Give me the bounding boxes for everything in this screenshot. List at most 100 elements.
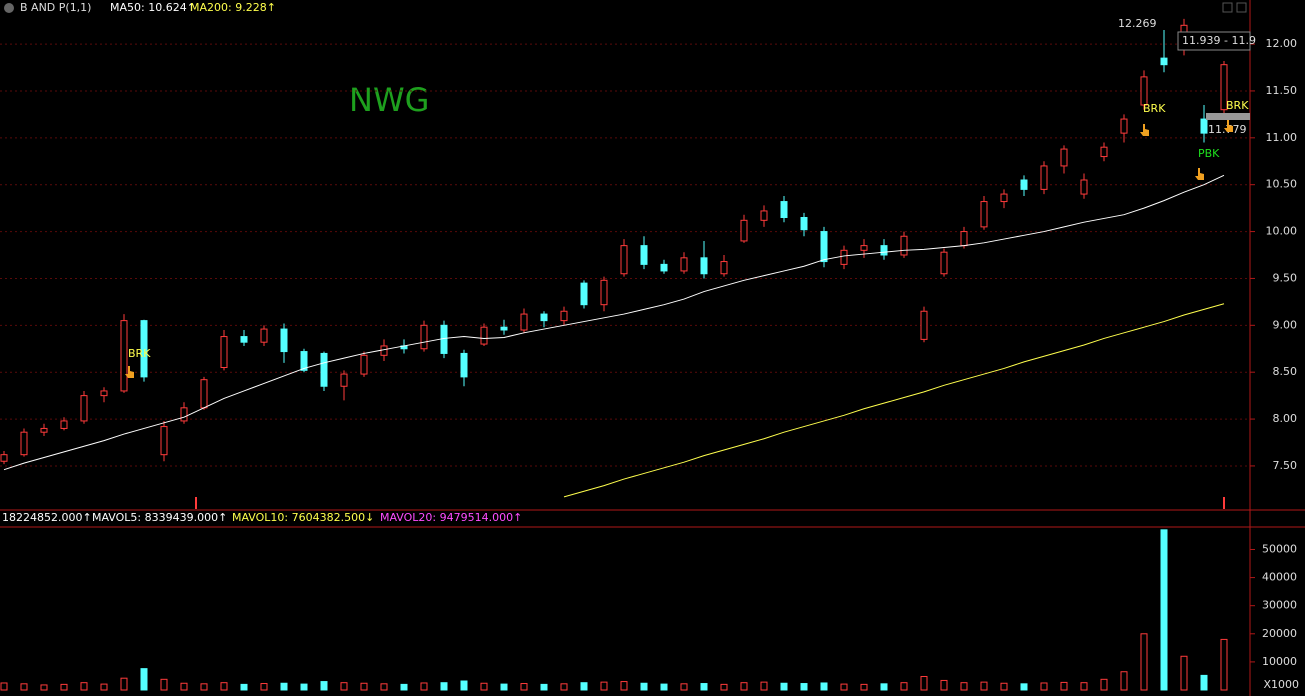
volume-bar xyxy=(920,676,928,691)
candle-body xyxy=(20,431,28,456)
annotation: PBK xyxy=(1198,147,1220,160)
volume-bar xyxy=(880,683,888,691)
price-box xyxy=(1177,31,1251,51)
hand-icon xyxy=(1224,120,1233,132)
volume-bar xyxy=(960,682,968,691)
volume-bar xyxy=(1020,683,1028,691)
volume-bar xyxy=(640,682,648,691)
volume-bar xyxy=(1200,674,1208,691)
candle-body xyxy=(740,219,748,242)
volume-bar xyxy=(520,683,528,691)
candle-body xyxy=(680,257,688,272)
volume-bar xyxy=(580,682,588,691)
candle-body xyxy=(560,310,568,322)
candle-body xyxy=(1140,76,1148,106)
candle-body xyxy=(420,324,428,350)
y-tick-label: 10.00 xyxy=(1266,225,1298,238)
volume-bar xyxy=(1080,682,1088,691)
legend-text: MAVOL20: 9479514.000↑ xyxy=(380,511,522,524)
candle-body xyxy=(900,235,908,256)
volume-bar xyxy=(440,682,448,691)
annotation: 12.269 xyxy=(1118,17,1157,30)
volume-bar xyxy=(800,683,808,691)
annotation: BRK xyxy=(1143,102,1166,115)
y-tick-label: 12.00 xyxy=(1266,37,1298,50)
legend-text: MA200: 9.228↑ xyxy=(190,1,276,14)
window-button[interactable] xyxy=(1222,2,1233,13)
volume-bar xyxy=(940,679,948,691)
y-tick-label: 20000 xyxy=(1262,627,1297,640)
candle-body xyxy=(440,324,448,354)
candle-body xyxy=(1120,118,1128,134)
candle-body xyxy=(580,282,588,306)
y-tick-label: 9.50 xyxy=(1273,271,1298,284)
y-tick-label: 10.50 xyxy=(1266,178,1298,191)
volume-bar xyxy=(760,681,768,691)
candle-body xyxy=(140,320,148,378)
candle-body xyxy=(1220,64,1228,111)
candle-body xyxy=(1200,118,1208,134)
candle-body xyxy=(660,263,668,272)
volume-bar xyxy=(1160,529,1168,691)
y-tick-label: 8.50 xyxy=(1273,365,1298,378)
volume-bar xyxy=(540,683,548,691)
volume-bar xyxy=(160,678,168,691)
candle-body xyxy=(120,320,128,392)
legend-text: MAVOL10: 7604382.500↓ xyxy=(232,511,374,524)
volume-bar xyxy=(1060,681,1068,691)
volume-bar xyxy=(200,683,208,691)
menu-icon[interactable] xyxy=(4,3,14,13)
candle-body xyxy=(780,201,788,218)
volume-bar xyxy=(220,682,228,691)
legend-text: MAVOL5: 8339439.000↑ xyxy=(92,511,227,524)
volume-bar xyxy=(600,681,608,691)
volume-bar xyxy=(300,683,308,691)
y-tick-label: 40000 xyxy=(1262,571,1297,584)
volume-bar xyxy=(980,681,988,691)
volume-bar xyxy=(780,682,788,691)
candle-body xyxy=(1060,148,1068,167)
volume-bar xyxy=(280,682,288,691)
candle-body xyxy=(460,352,468,378)
volume-bar xyxy=(320,681,328,691)
volume-bar xyxy=(80,682,88,691)
candle-body xyxy=(640,245,648,265)
ma-line xyxy=(563,303,1225,498)
volume-bar xyxy=(680,683,688,691)
volume-bar xyxy=(360,682,368,691)
candle-body xyxy=(1000,193,1008,203)
volume-bar xyxy=(900,682,908,691)
candle-body xyxy=(980,201,988,228)
symbol-title: NWG xyxy=(349,81,429,119)
window-button[interactable] xyxy=(1236,2,1247,13)
candle-body xyxy=(600,279,608,306)
volume-bar xyxy=(60,683,68,691)
volume-bar xyxy=(860,683,868,691)
volume-bar xyxy=(0,682,8,691)
candle-body xyxy=(500,326,508,331)
candle-body xyxy=(860,245,868,251)
volume-bar xyxy=(820,682,828,691)
volume-bar xyxy=(380,683,388,691)
candle-body xyxy=(1040,165,1048,190)
candle-body xyxy=(540,313,548,322)
candle-body xyxy=(1080,179,1088,195)
candle-body xyxy=(300,351,308,371)
volume-bar xyxy=(720,683,728,691)
volume-bar xyxy=(480,682,488,691)
hand-icon xyxy=(1140,124,1149,136)
candle-body xyxy=(240,336,248,343)
volume-bar xyxy=(1180,655,1188,691)
candle-body xyxy=(80,395,88,422)
volume-bar xyxy=(1100,678,1108,691)
candle-body xyxy=(160,426,168,456)
y-tick-label: 7.50 xyxy=(1273,459,1298,472)
volume-bar xyxy=(1000,682,1008,691)
candle-body xyxy=(480,326,488,345)
candle-body xyxy=(180,407,188,422)
y-tick-label: 10000 xyxy=(1262,655,1297,668)
volume-bar xyxy=(460,680,468,691)
volume-bar xyxy=(1120,671,1128,691)
volume-bar xyxy=(420,682,428,691)
